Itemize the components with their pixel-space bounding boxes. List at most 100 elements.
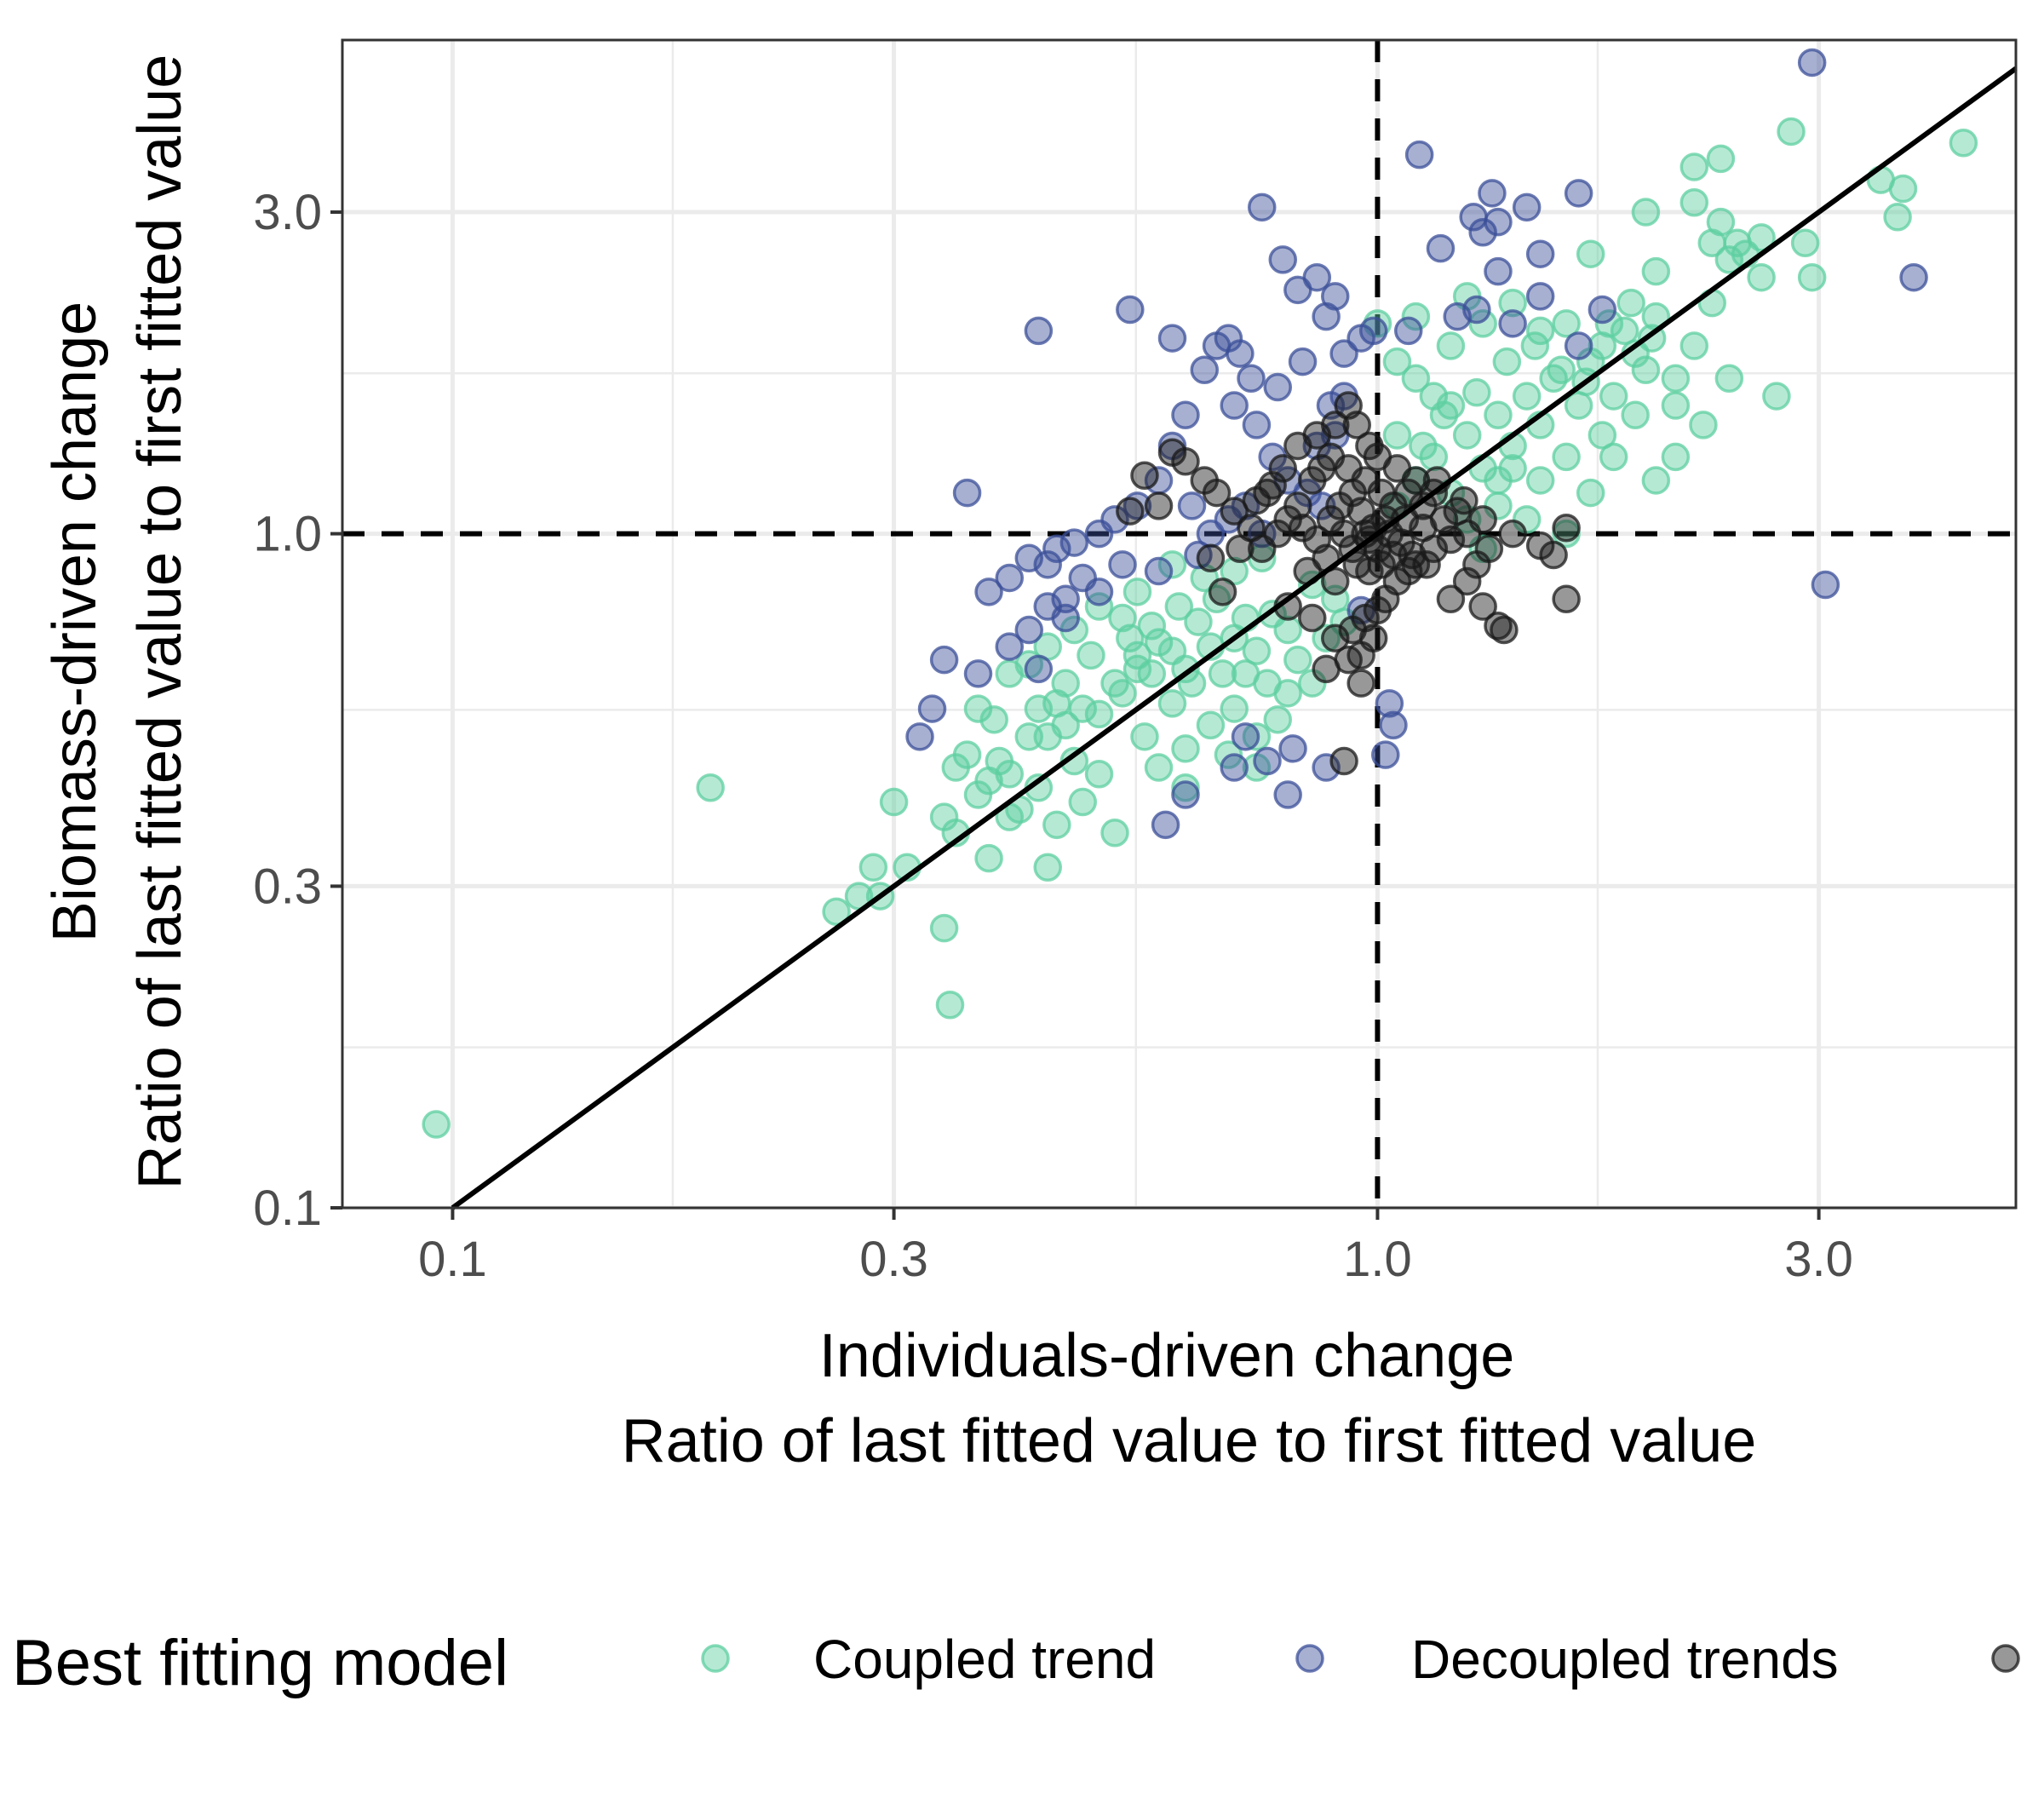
data-point bbox=[1679, 152, 1709, 181]
data-point bbox=[1468, 592, 1497, 621]
data-point bbox=[1171, 400, 1200, 430]
data-point bbox=[1108, 550, 1137, 579]
data-point bbox=[1539, 540, 1568, 570]
data-point bbox=[1033, 853, 1062, 882]
data-point bbox=[1312, 624, 1341, 652]
data-point bbox=[1409, 431, 1438, 461]
data-point bbox=[1777, 117, 1806, 147]
data-point bbox=[858, 853, 888, 882]
data-point bbox=[1144, 556, 1174, 586]
data-point bbox=[1661, 391, 1691, 420]
data-point bbox=[1068, 787, 1098, 817]
data-point bbox=[917, 694, 947, 723]
data-point bbox=[1316, 442, 1346, 472]
data-point bbox=[1253, 746, 1282, 776]
reference-lines bbox=[342, 40, 2016, 1208]
data-point bbox=[1190, 466, 1220, 495]
data-point bbox=[1157, 689, 1187, 718]
x-tick-label: 1.0 bbox=[1343, 1232, 1412, 1287]
data-point bbox=[1273, 505, 1302, 534]
data-point bbox=[1338, 615, 1368, 645]
data-point bbox=[1450, 486, 1478, 515]
data-point bbox=[1273, 780, 1302, 809]
data-point bbox=[1253, 478, 1282, 508]
data-point bbox=[1564, 331, 1593, 360]
data-point bbox=[1462, 295, 1491, 325]
legend-entry: Coupled trend bbox=[701, 1629, 1156, 1690]
data-point bbox=[1498, 288, 1527, 318]
data-point bbox=[1382, 347, 1412, 376]
data-point bbox=[1321, 624, 1350, 652]
data-point bbox=[1525, 316, 1555, 346]
data-point bbox=[696, 773, 725, 802]
data-point bbox=[1375, 689, 1404, 718]
data-point bbox=[1084, 760, 1114, 789]
data-point bbox=[929, 913, 959, 943]
data-point bbox=[1811, 570, 1840, 600]
data-point bbox=[1484, 256, 1513, 286]
legend-entry: Decoupled trends bbox=[1295, 1629, 1839, 1690]
data-point bbox=[1436, 584, 1466, 614]
data-point bbox=[1404, 140, 1434, 170]
data-point bbox=[1108, 679, 1137, 708]
data-point bbox=[905, 722, 934, 751]
data-point bbox=[1231, 722, 1260, 751]
data-point bbox=[1321, 282, 1350, 311]
data-point bbox=[1899, 262, 1928, 292]
data-point bbox=[1164, 592, 1194, 621]
data-point bbox=[963, 694, 993, 723]
data-point bbox=[1512, 193, 1542, 222]
data-point bbox=[1723, 228, 1752, 257]
legend-label: Coupled trend bbox=[813, 1629, 1156, 1690]
data-point bbox=[1144, 753, 1174, 782]
y-tick-label: 0.3 bbox=[253, 859, 322, 914]
data-point bbox=[1790, 228, 1820, 257]
y-axis-subtitle: Ratio of last fitted value to first fitt… bbox=[126, 55, 194, 1190]
data-point bbox=[1196, 710, 1226, 740]
data-point bbox=[1208, 659, 1237, 688]
data-point bbox=[1576, 478, 1605, 508]
data-point bbox=[1949, 129, 1978, 158]
data-point bbox=[1084, 592, 1114, 621]
data-point bbox=[1379, 540, 1408, 570]
data-point bbox=[1220, 694, 1249, 723]
data-point bbox=[1401, 364, 1431, 393]
data-point bbox=[1321, 566, 1350, 596]
data-point bbox=[1588, 421, 1617, 450]
data-point bbox=[1196, 543, 1226, 573]
data-point bbox=[1171, 780, 1200, 809]
data-point bbox=[1242, 411, 1272, 440]
legend-key bbox=[701, 1644, 730, 1673]
data-point bbox=[1797, 48, 1827, 78]
legend-entries: Coupled trend Decoupled trends bbox=[701, 1629, 2020, 1690]
panel-border bbox=[341, 38, 2018, 1210]
data-point bbox=[1888, 174, 1918, 204]
legend-entry bbox=[1991, 1644, 2020, 1673]
data-point bbox=[1883, 203, 1912, 232]
legend-key bbox=[1991, 1644, 2020, 1673]
data-point bbox=[1484, 400, 1513, 430]
data-point bbox=[1599, 382, 1628, 411]
data-point bbox=[1268, 245, 1298, 274]
data-point bbox=[1084, 699, 1114, 729]
data-point bbox=[1051, 603, 1080, 633]
data-point bbox=[1484, 466, 1513, 495]
data-point bbox=[1024, 654, 1054, 684]
y-tick-label: 0.1 bbox=[253, 1181, 322, 1236]
data-point bbox=[1051, 669, 1080, 698]
data-point bbox=[1144, 491, 1174, 520]
data-point bbox=[1157, 636, 1187, 666]
data-point bbox=[1302, 262, 1332, 292]
data-point bbox=[1084, 519, 1114, 549]
data-point bbox=[1468, 309, 1497, 338]
x-tick-label: 0.3 bbox=[859, 1232, 928, 1287]
data-point bbox=[1298, 603, 1327, 633]
data-point bbox=[1552, 514, 1581, 543]
data-point bbox=[1478, 179, 1507, 208]
data-point bbox=[1171, 773, 1200, 802]
data-point bbox=[1122, 654, 1152, 684]
data-point bbox=[1283, 645, 1312, 675]
points-layer bbox=[422, 48, 1978, 1139]
data-point bbox=[1151, 810, 1180, 840]
